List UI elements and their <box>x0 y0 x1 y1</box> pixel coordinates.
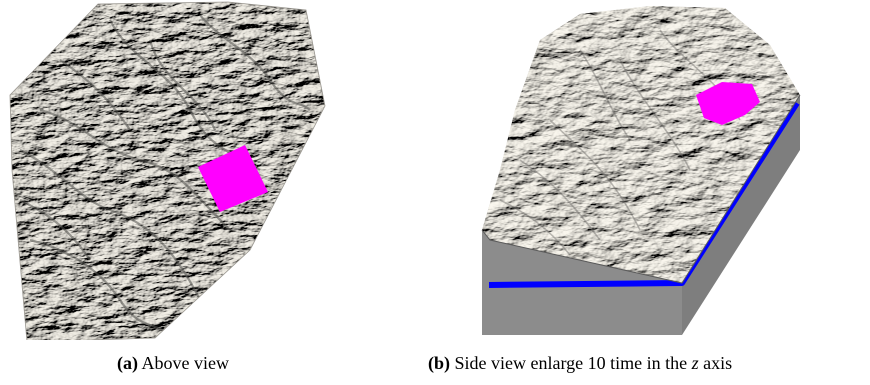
highlight-region-above <box>198 145 268 212</box>
caption-b-variable: z <box>691 353 699 373</box>
caption-b-label: (b) <box>428 353 450 373</box>
terrain-above-view <box>9 1 326 340</box>
caption-a-text: Above view <box>141 353 229 373</box>
caption-b-text-end: axis <box>703 353 733 373</box>
caption-a-label: (a) <box>117 353 138 373</box>
highlight-region-side <box>696 82 760 125</box>
caption-b: (b) Side view enlarge 10 time in the z a… <box>428 353 732 374</box>
block-right-face <box>682 95 800 335</box>
caption-a: (a) Above view <box>117 353 229 374</box>
terrain-side-view <box>481 6 801 335</box>
caption-b-text: Side view enlarge 10 time in the <box>454 353 688 373</box>
